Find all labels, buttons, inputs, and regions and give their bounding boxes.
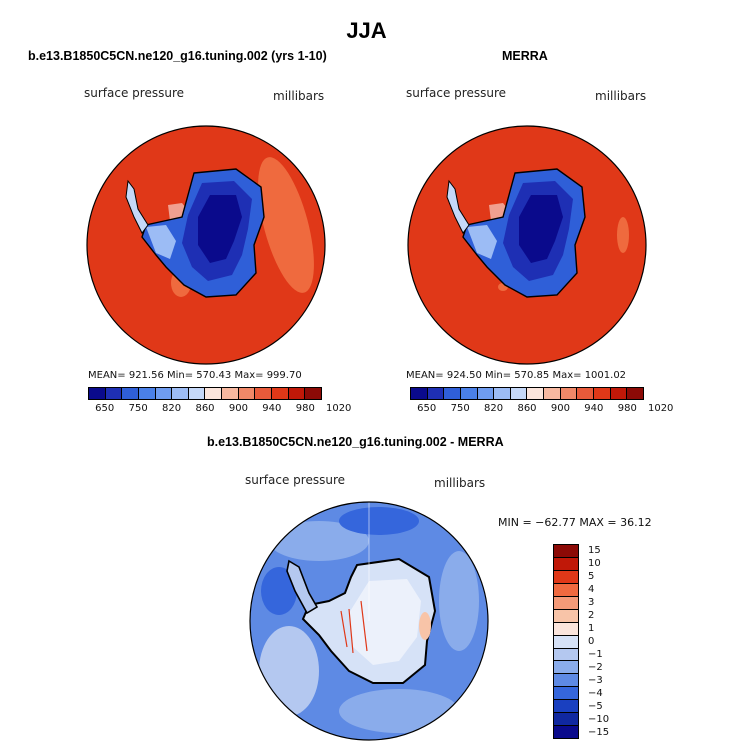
colorbar-box [554, 635, 578, 649]
left-polar-map [86, 125, 326, 365]
colorbar-box [122, 388, 139, 399]
colorbar-box [222, 388, 239, 399]
colorbar-box [554, 622, 578, 636]
main-title: JJA [346, 18, 387, 43]
colorbar-box [554, 609, 578, 623]
colorbar-tick-label: 940 [584, 403, 604, 414]
left-units-label: millibars [273, 89, 325, 103]
colorbar-tick-label: 10 [588, 557, 601, 569]
colorbar-box [138, 388, 156, 399]
left-stats: MEAN= 921.56 Min= 570.43 Max= 999.70 [88, 370, 302, 381]
colorbar-box [554, 648, 578, 662]
colorbar-box [554, 570, 578, 584]
left-panel-title: b.e13.B1850C5CN.ne120_g16.tuning.002 (yr… [28, 49, 327, 63]
right-variable-label: surface pressure [406, 86, 506, 100]
right-panel-title: MERRA [502, 49, 548, 63]
colorbar-tick-label: 1 [588, 622, 595, 634]
colorbar-tick-label: 1020 [325, 403, 352, 414]
colorbar-tick-label: −4 [588, 687, 603, 699]
colorbar-box [238, 388, 256, 399]
diff-variable-label: surface pressure [245, 473, 345, 487]
colorbar-tick-label: 3 [588, 596, 595, 608]
colorbar-box [554, 545, 578, 558]
colorbar-box [460, 388, 478, 399]
colorbar-box [477, 388, 495, 399]
colorbar-box [105, 388, 123, 399]
colorbar-box [172, 388, 189, 399]
colorbar-box [554, 596, 578, 610]
colorbar-box [288, 388, 306, 399]
left-colorbar [88, 387, 322, 400]
colorbar-box [427, 388, 445, 399]
colorbar-tick-label: 650 [95, 403, 115, 414]
colorbar-box [627, 388, 643, 399]
diff-units-label: millibars [434, 476, 486, 490]
colorbar-box [554, 726, 578, 739]
colorbar-tick-label: 820 [484, 403, 504, 414]
colorbar-box [544, 388, 561, 399]
colorbar-tick-label: 860 [517, 403, 537, 414]
colorbar-tick-label: 820 [162, 403, 182, 414]
diff-panel-title: b.e13.B1850C5CN.ne120_g16.tuning.002 - M… [207, 435, 504, 449]
colorbar-box [554, 557, 578, 571]
right-stats: MEAN= 924.50 Min= 570.85 Max= 1001.02 [406, 370, 627, 381]
colorbar-box [411, 388, 428, 399]
colorbar-tick-label: −2 [588, 661, 603, 673]
colorbar-tick-label: −5 [588, 700, 603, 712]
colorbar-box [205, 388, 223, 399]
colorbar-tick-label: 5 [588, 570, 595, 582]
colorbar-tick-label: 2 [588, 609, 595, 621]
colorbar-box [577, 388, 595, 399]
diff-stats: MIN = −62.77 MAX = 36.12 [498, 516, 652, 529]
colorbar-box [89, 388, 106, 399]
colorbar-box [594, 388, 611, 399]
colorbar-tick-label: 940 [262, 403, 282, 414]
right-polar-map [407, 125, 647, 365]
colorbar-box [494, 388, 511, 399]
colorbar-box [610, 388, 628, 399]
colorbar-tick-label: 750 [128, 403, 148, 414]
colorbar-box [155, 388, 173, 399]
colorbar-box [305, 388, 321, 399]
colorbar-tick-label: 980 [617, 403, 637, 414]
colorbar-box [554, 687, 578, 701]
colorbar-tick-label: 750 [450, 403, 470, 414]
colorbar-box [527, 388, 545, 399]
diff-colorbar [553, 544, 579, 739]
colorbar-tick-label: −3 [588, 674, 603, 686]
left-variable-label: surface pressure [84, 86, 184, 100]
colorbar-box [560, 388, 578, 399]
colorbar-box [510, 388, 528, 399]
colorbar-box [444, 388, 461, 399]
diff-polar-map [249, 501, 489, 741]
colorbar-tick-label: 15 [588, 544, 601, 556]
colorbar-tick-label: −10 [588, 713, 610, 725]
colorbar-tick-label: 900 [228, 403, 248, 414]
colorbar-box [255, 388, 273, 399]
colorbar-box [554, 674, 578, 688]
colorbar-box [188, 388, 206, 399]
colorbar-box [554, 713, 578, 727]
colorbar-tick-label: 860 [195, 403, 215, 414]
colorbar-tick-label: 4 [588, 583, 595, 595]
colorbar-box [554, 661, 578, 675]
colorbar-tick-label: −1 [588, 648, 603, 660]
colorbar-tick-label: 0 [588, 635, 595, 647]
right-colorbar [410, 387, 644, 400]
colorbar-tick-label: −15 [588, 726, 610, 738]
right-units-label: millibars [595, 89, 647, 103]
colorbar-box [554, 700, 578, 714]
colorbar-tick-label: 900 [550, 403, 570, 414]
colorbar-box [272, 388, 289, 399]
colorbar-tick-label: 650 [417, 403, 437, 414]
colorbar-tick-label: 1020 [647, 403, 674, 414]
colorbar-box [554, 583, 578, 597]
colorbar-tick-label: 980 [295, 403, 315, 414]
